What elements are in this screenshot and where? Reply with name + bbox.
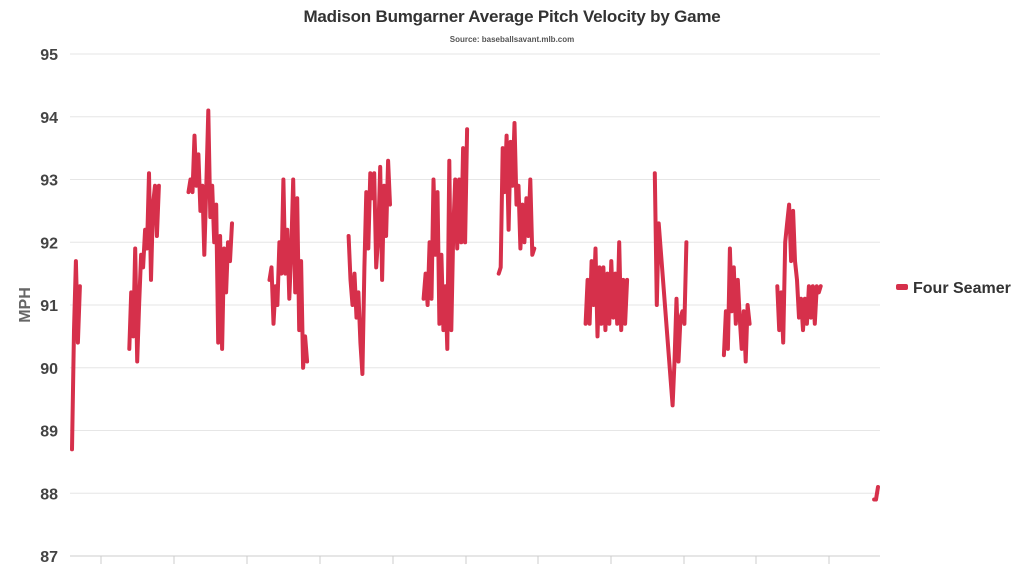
series-line-segment (421, 127, 470, 351)
y-tick-label: 93 (40, 173, 58, 190)
y-tick-label: 95 (40, 47, 58, 64)
series-line-segment (583, 240, 630, 339)
y-axis-tick-labels: 95 94 93 92 91 90 89 88 87 (40, 47, 58, 566)
legend[interactable]: Four Seamer (896, 280, 1011, 297)
series-line-segment (127, 171, 161, 364)
y-tick-label: 94 (40, 110, 58, 127)
series-line-segment (496, 121, 537, 276)
y-tick-label: 90 (40, 361, 58, 378)
series-line-segment (775, 202, 823, 345)
y-tick-label: 92 (40, 235, 58, 252)
y-axis-label: MPH (17, 287, 34, 323)
y-tick-label: 91 (40, 298, 58, 315)
y-tick-label: 88 (40, 486, 58, 503)
series-line-segment (721, 246, 752, 364)
chart-subtitle: Source: baseballsavant.mlb.com (449, 35, 575, 44)
gridlines (70, 53, 880, 557)
series-line-segment (186, 108, 234, 351)
legend-swatch (896, 284, 908, 290)
y-tick-label: 87 (40, 549, 58, 566)
series-lines (70, 108, 880, 502)
series-line-segment (346, 158, 392, 376)
series-line-segment (267, 177, 310, 370)
y-tick-label: 89 (40, 424, 58, 441)
x-axis-ticks (100, 556, 830, 564)
series-line-segment (70, 259, 82, 452)
chart-title: Madison Bumgarner Average Pitch Velocity… (303, 7, 721, 26)
series-line-segment (652, 171, 689, 408)
series-line-segment (872, 485, 880, 502)
legend-label: Four Seamer (913, 280, 1011, 297)
